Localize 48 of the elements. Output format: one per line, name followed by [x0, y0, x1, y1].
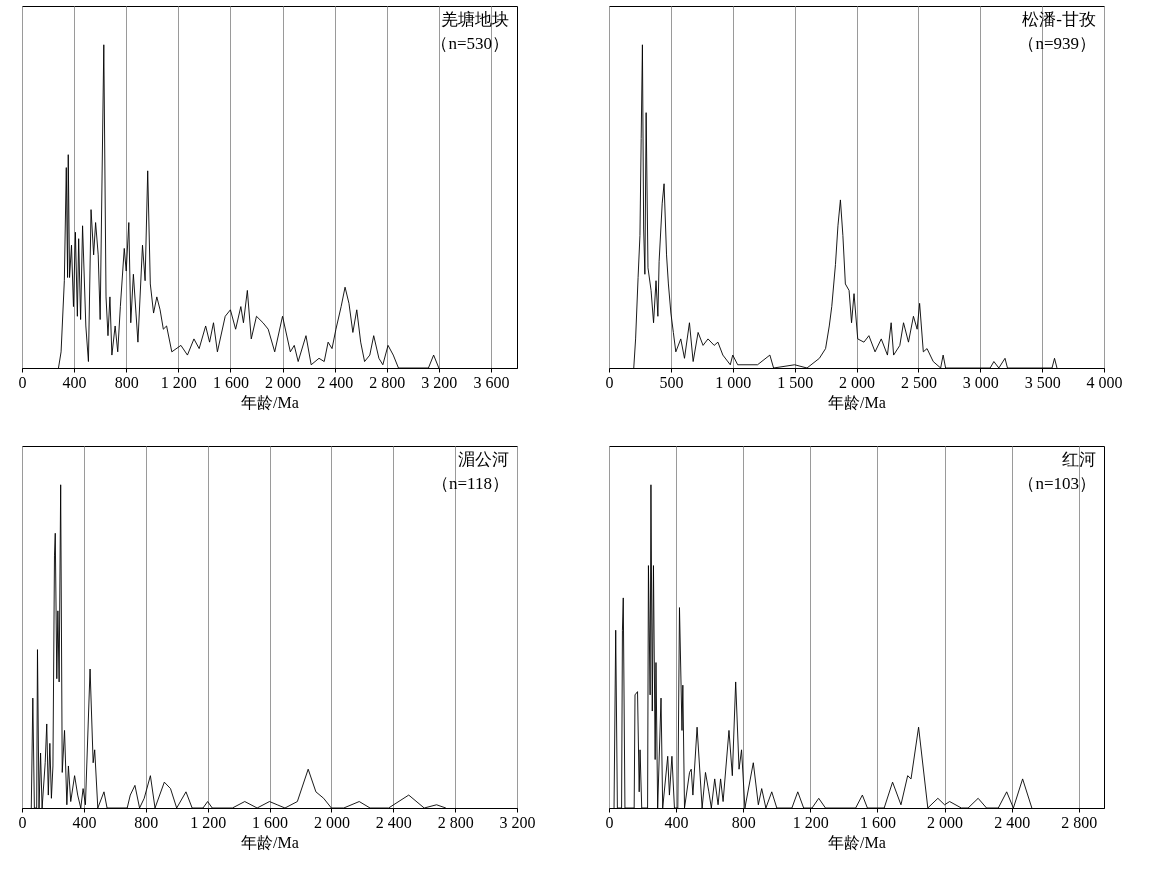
x-tick-label: 400	[62, 373, 87, 391]
x-tick-label: 1 200	[190, 813, 227, 831]
x-tick-label: 2 800	[437, 813, 474, 831]
x-tick-label: 1 500	[777, 373, 814, 391]
x-tick-label: 2 000	[839, 373, 875, 391]
x-tick-label: 800	[114, 373, 139, 391]
text: 松潘-甘孜	[1022, 10, 1096, 29]
x-tick-label: 3 000	[962, 373, 999, 391]
x-tick-label: 1 600	[859, 813, 896, 831]
text: 羌塘地块	[441, 10, 509, 29]
x-tick-label: 2 000	[927, 813, 964, 831]
text: 红河	[1062, 450, 1096, 469]
x-tick-label: 3 600	[473, 373, 510, 391]
x-tick-label: 2 400	[317, 373, 354, 391]
x-tick-label: 0	[605, 813, 614, 831]
text: 湄公河	[458, 450, 509, 469]
x-tick-label: 1 200	[160, 373, 197, 391]
annotation: （n=103）	[1018, 474, 1096, 493]
x-tick-label: 400	[72, 813, 97, 831]
x-tick-label: 2 500	[900, 373, 937, 391]
x-tick-label: 2 800	[1061, 813, 1098, 831]
annotation: （n=939）	[1018, 34, 1096, 53]
x-tick-label: 3 500	[1024, 373, 1061, 391]
annotation: （n=530）	[431, 34, 509, 53]
x-tick-label: 2 000	[265, 373, 302, 391]
x-tick-label: 3 200	[499, 813, 536, 831]
x-tick-label: 2 800	[369, 373, 406, 391]
x-tick-label: 500	[659, 373, 684, 391]
x-tick-label: 800	[731, 813, 756, 831]
x-axis-title: 年龄/Ma	[828, 833, 886, 851]
x-tick-label: 4 000	[1086, 373, 1123, 391]
x-tick-label: 1 600	[212, 373, 249, 391]
x-axis-title: 年龄/Ma	[828, 393, 886, 411]
x-axis-title: 年龄/Ma	[241, 833, 299, 851]
x-tick-label: 400	[664, 813, 689, 831]
x-tick-label: 2 400	[375, 813, 412, 831]
x-tick-label: 800	[134, 813, 159, 831]
x-tick-label: 0	[18, 373, 27, 391]
x-axis-title: 年龄/Ma	[241, 393, 299, 411]
x-tick-label: 1 000	[715, 373, 752, 391]
x-tick-label: 2 000	[313, 813, 350, 831]
x-tick-label: 0	[18, 813, 27, 831]
x-tick-label: 0	[605, 373, 614, 391]
x-tick-label: 1 200	[792, 813, 829, 831]
x-tick-label: 3 200	[421, 373, 458, 391]
x-tick-label: 1 600	[252, 813, 288, 831]
annotation: （n=118）	[432, 474, 509, 493]
x-tick-label: 2 400	[994, 813, 1031, 831]
